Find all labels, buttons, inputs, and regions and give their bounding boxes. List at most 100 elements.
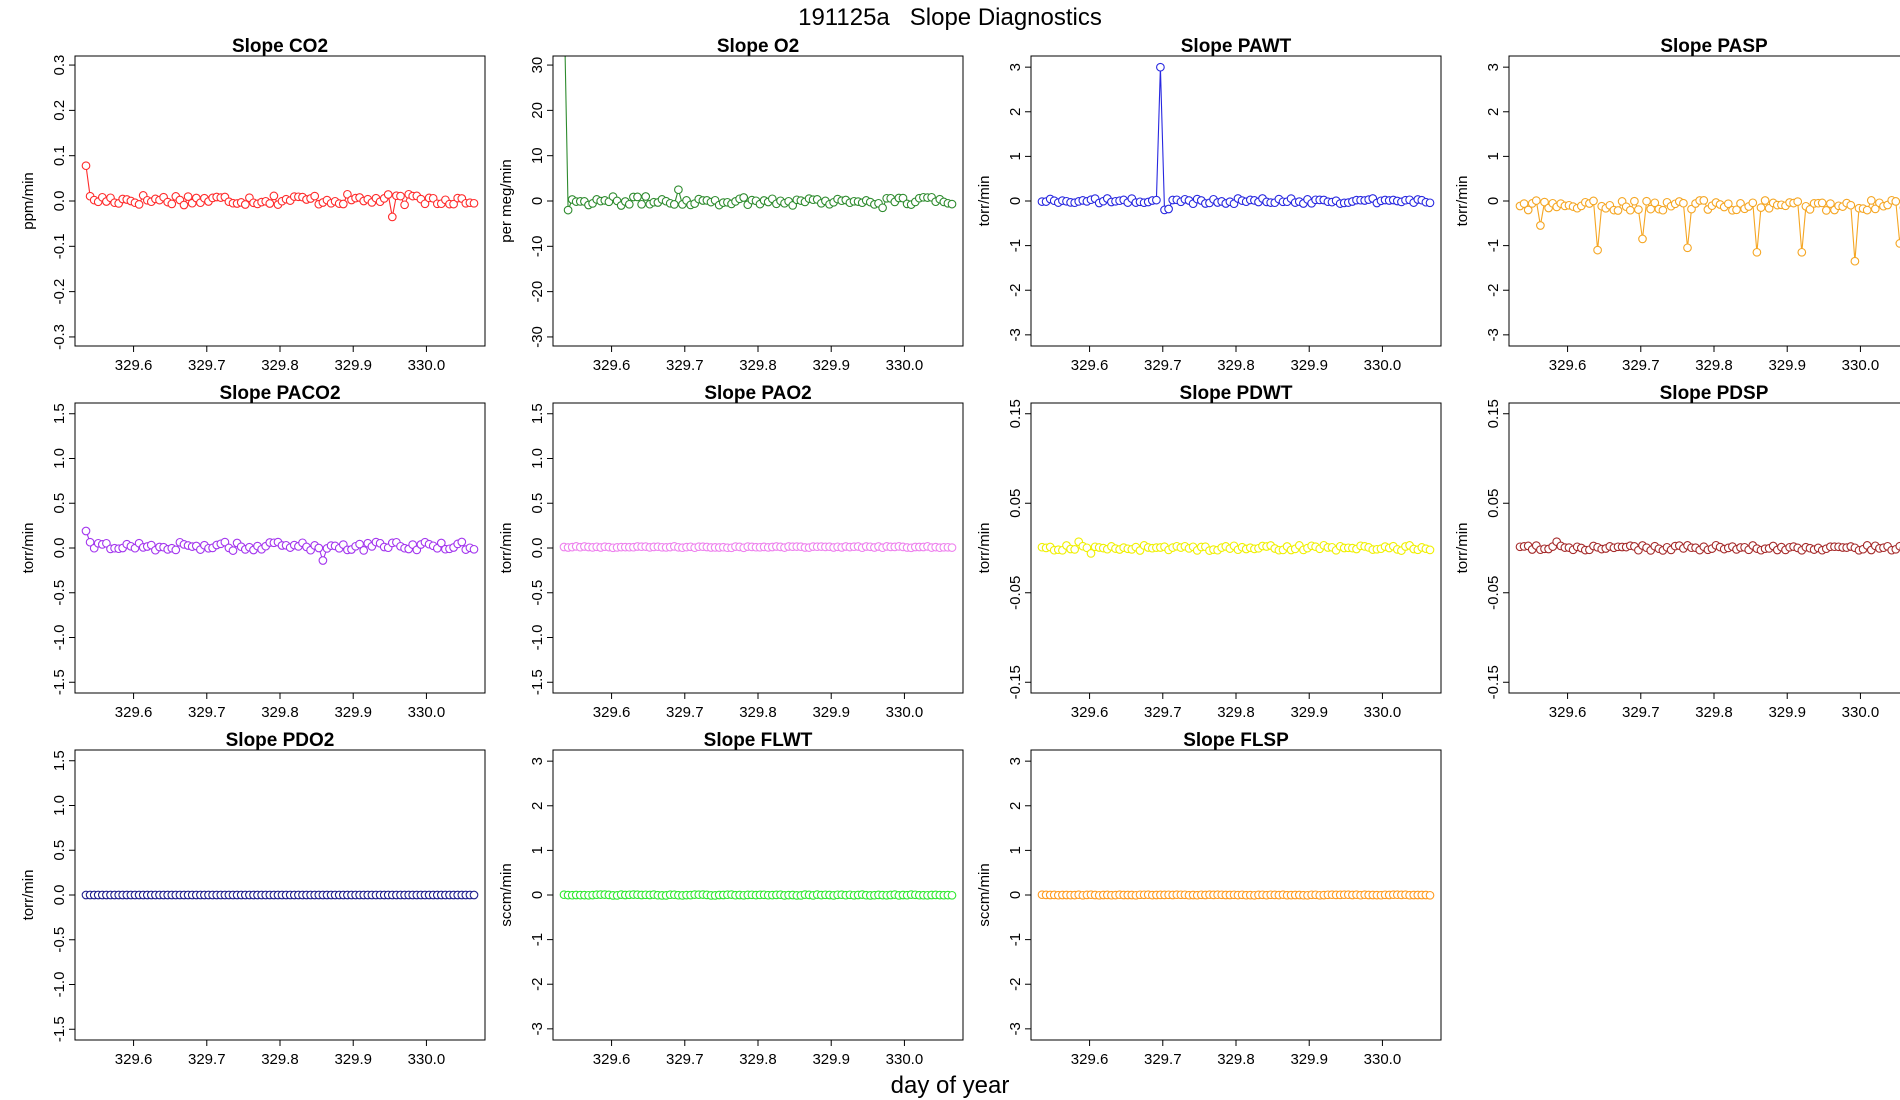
data-point (1748, 198, 1758, 208)
chart-svg: Slope PDO2 torr/min 329.6 329.7 329.8 329.9 33… (20, 730, 486, 1068)
y-tick-label: 1.5 (51, 403, 68, 424)
data-point (1895, 541, 1900, 551)
chart-title: Slope FLWT (704, 730, 813, 751)
data-point (469, 544, 479, 554)
panel-co2: Slope CO2 ppm/min 329.6 329.7 329.8 329.9 330.… (20, 36, 490, 385)
data-point (171, 545, 181, 555)
panel-flwt: Slope FLWT sccm/min 329.6 329.7 329.8 329.9 33… (498, 730, 968, 1079)
x-tick-label: 329.8 (739, 704, 777, 721)
panel-pawt: Slope PAWT torr/min 329.6 329.7 329.8 329.9 33… (976, 36, 1446, 385)
x-tick-label: 329.9 (334, 357, 372, 374)
data-point (1805, 205, 1815, 214)
y-tick-label: -3 (1485, 328, 1502, 341)
x-tick-label: 329.8 (739, 357, 777, 374)
x-tick-label: 329.9 (1290, 1051, 1328, 1068)
x-tick-label: 329.8 (1695, 357, 1733, 374)
data-point (560, 0, 568, 1)
y-axis-label: torr/min (1454, 523, 1471, 574)
y-tick-label: -1.5 (51, 669, 68, 695)
data-point (1638, 234, 1647, 244)
y-tick-label: 0.0 (51, 191, 68, 212)
data-point (1164, 204, 1173, 214)
x-tick-label: 329.7 (1622, 357, 1660, 374)
y-tick-label: 0.15 (1007, 399, 1024, 428)
data-point (343, 189, 352, 199)
data-point (947, 199, 957, 209)
data-point (134, 200, 144, 209)
y-tick-label: 30 (529, 57, 546, 74)
chart-title: Slope PAWT (1181, 36, 1292, 57)
y-tick-label: 0 (1007, 197, 1024, 205)
data-point (314, 543, 324, 553)
chart-title: Slope FLSP (1183, 730, 1289, 751)
x-tick-label: 329.6 (1549, 357, 1587, 374)
y-tick-label: 0 (529, 891, 546, 899)
data-point (1699, 196, 1709, 205)
y-tick-label: -0.05 (1485, 576, 1502, 610)
data-point (1070, 545, 1080, 554)
chart-title: Slope PAO2 (704, 383, 811, 404)
y-tick-label: 0.2 (51, 100, 68, 121)
data-point (1732, 205, 1741, 215)
data-point (633, 192, 642, 202)
data-point (436, 538, 446, 548)
data-point (898, 193, 908, 203)
y-tick-label: -1.0 (51, 625, 68, 651)
y-tick-label: 0.05 (1007, 489, 1024, 518)
x-tick-label: 329.8 (261, 704, 299, 721)
chart-svg: Slope PACO2 torr/min 329.6 329.7 329.8 329.9 3… (20, 383, 486, 721)
x-tick-label: 329.9 (1768, 704, 1806, 721)
panel-pdsp: Slope PDSP torr/min 329.6 329.7 329.8 329.9 33… (1454, 383, 1900, 732)
y-tick-label: -1 (1485, 239, 1502, 252)
x-tick-label: 329.9 (334, 1051, 372, 1068)
data-point (1760, 196, 1770, 205)
data-point (624, 199, 634, 209)
x-tick-label: 329.7 (666, 357, 704, 374)
y-tick-label: 3 (1007, 757, 1024, 765)
y-tick-label: -0.5 (51, 927, 68, 953)
data-point (179, 200, 189, 210)
y-tick-label: -0.05 (1007, 576, 1024, 610)
chart-title: Slope PASP (1660, 36, 1768, 57)
y-tick-label: 2 (529, 802, 546, 810)
data-point (947, 890, 957, 900)
y-tick-label: 0.5 (51, 493, 68, 514)
data-point (878, 203, 887, 213)
y-tick-label: -2 (1485, 284, 1502, 297)
data-point (637, 199, 646, 209)
x-tick-label: 329.8 (261, 1051, 299, 1068)
x-tick-label: 329.7 (188, 357, 226, 374)
data-point (1536, 221, 1545, 230)
y-tick-label: -1.5 (529, 669, 546, 695)
data-point (1870, 204, 1880, 214)
data-point (1630, 196, 1639, 206)
y-tick-label: 1 (1007, 846, 1024, 854)
y-tick-label: -0.5 (51, 580, 68, 606)
x-tick-label: 329.9 (812, 357, 850, 374)
y-tick-label: -1.0 (529, 625, 546, 651)
x-tick-label: 329.8 (1695, 704, 1733, 721)
data-point (1593, 245, 1602, 255)
data-point (228, 546, 238, 555)
x-tick-label: 329.6 (1549, 704, 1587, 721)
chart-svg: Slope CO2 ppm/min 329.6 329.7 329.8 329.9 330.… (20, 36, 486, 374)
x-tick-label: 330.0 (886, 1051, 924, 1068)
y-axis-label: torr/min (498, 523, 515, 574)
data-point (1821, 206, 1831, 215)
x-tick-label: 330.0 (886, 704, 924, 721)
data-point (1425, 198, 1435, 208)
x-tick-label: 329.6 (593, 704, 631, 721)
x-tick-label: 329.8 (1217, 357, 1255, 374)
y-tick-label: -0.2 (51, 279, 68, 305)
data-point (1152, 195, 1161, 205)
x-tick-label: 329.6 (593, 357, 631, 374)
y-tick-label: 2 (1485, 108, 1502, 116)
y-tick-label: 0.05 (1485, 489, 1502, 518)
x-tick-label: 329.7 (1144, 1051, 1182, 1068)
x-tick-label: 330.0 (1364, 704, 1402, 721)
series-line (1042, 67, 1431, 211)
y-tick-label: 1 (529, 846, 546, 854)
data-point (674, 185, 683, 195)
